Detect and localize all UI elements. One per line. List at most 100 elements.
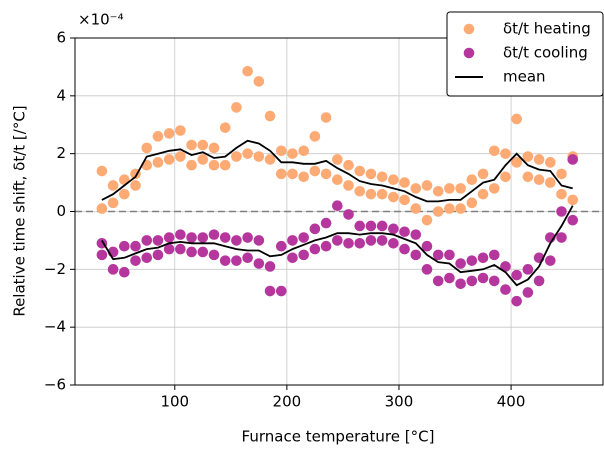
point [130,180,141,191]
point [511,157,522,168]
point [264,110,276,122]
point [152,131,164,142]
point [219,255,231,266]
y-tick-label: −2 [44,260,66,278]
point [197,139,209,151]
point [242,65,253,77]
mean-line [101,205,574,287]
point [343,159,354,171]
point [365,168,377,180]
point [421,240,433,252]
point [219,122,231,133]
point [163,154,175,165]
point [388,223,399,235]
point [253,235,265,246]
point [533,154,545,165]
point [477,168,489,180]
point [567,214,579,226]
point [455,183,466,194]
point [332,200,343,212]
point [298,145,309,157]
point [175,151,186,162]
point [488,183,500,194]
point [231,255,242,266]
y-tick-label: 6 [56,29,66,47]
point [208,229,220,240]
point [388,174,399,185]
frame [74,37,604,386]
legend-label: mean [503,68,546,86]
point [343,238,354,249]
point [399,177,410,188]
point [455,278,466,290]
point [275,168,287,180]
point [388,238,399,249]
x-tick-label: 200 [273,393,302,411]
point [354,185,366,197]
point [466,197,478,209]
point [163,232,175,243]
point [365,188,377,200]
point [421,264,433,275]
point [488,249,500,261]
point [522,287,534,298]
point [466,275,478,287]
point [488,275,500,287]
point [96,249,108,261]
point [533,275,545,287]
point [376,220,388,232]
point [197,246,209,258]
point [119,240,130,252]
point [119,266,130,278]
point [208,159,220,171]
point [500,284,511,295]
y-tick-label: 2 [56,144,66,162]
y-tick-label: −4 [44,318,66,336]
x-tick-label: 300 [385,393,414,411]
point [107,180,119,191]
point [432,249,444,261]
point [320,168,332,180]
point [287,148,298,159]
point [175,243,186,255]
y-offset-label: ×10⁻⁴ [78,11,124,29]
point [399,194,410,206]
point [152,235,164,246]
point [354,165,366,177]
point [309,165,321,177]
point [119,188,130,200]
point [332,174,343,185]
point [556,168,567,180]
point [545,177,556,188]
point [320,240,332,252]
point [264,261,276,272]
point [455,258,466,269]
point [354,220,366,232]
point [298,232,309,243]
point [354,238,366,249]
point [242,148,253,159]
point [477,252,489,264]
y-tick-label: 4 [56,86,66,104]
point [219,159,231,171]
point [556,206,567,217]
point [320,217,332,229]
point [287,235,298,246]
point [287,168,298,180]
point [410,229,422,240]
point [208,142,220,154]
point [500,171,511,183]
point [275,240,287,252]
point [567,154,579,165]
point [186,246,197,258]
point [466,174,478,185]
point [477,272,489,284]
point [253,258,265,269]
point [231,151,242,162]
point [175,229,186,240]
point [545,255,556,266]
point [141,235,153,246]
point [556,232,567,243]
point [231,102,242,113]
legend-marker [463,47,475,59]
